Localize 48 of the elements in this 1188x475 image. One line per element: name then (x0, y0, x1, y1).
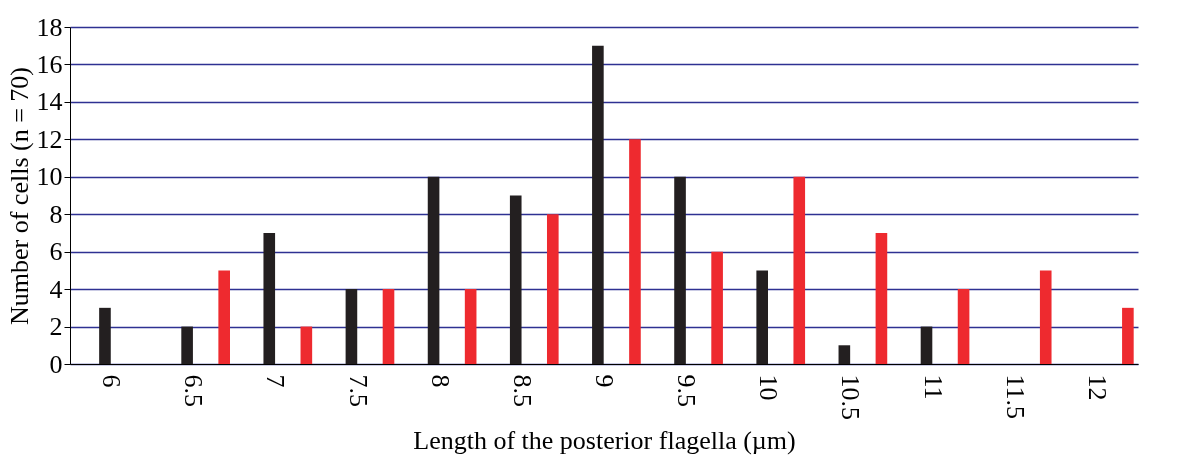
x-tick-label: 11 (918, 374, 948, 400)
bar (711, 251, 723, 364)
bar (509, 195, 522, 364)
y-tick-label: 4 (49, 274, 63, 304)
x-tick-label: 10.5 (836, 374, 866, 420)
bar (957, 289, 970, 364)
bar (263, 232, 276, 364)
bar (838, 345, 851, 364)
bar (875, 232, 888, 364)
y-tick-label: 12 (36, 124, 63, 154)
bar (300, 326, 313, 364)
bar (629, 139, 641, 364)
bar (382, 289, 395, 364)
x-tick-label: 8.5 (507, 374, 537, 407)
y-tick-label: 0 (49, 349, 63, 379)
bar (1039, 270, 1052, 364)
bar (793, 176, 806, 364)
bar (674, 176, 686, 364)
x-tick-label: 9 (590, 374, 619, 388)
bar (1122, 307, 1134, 364)
y-tick-label: 14 (36, 87, 63, 117)
bar (345, 289, 358, 364)
y-tick-label: 8 (49, 199, 63, 229)
x-axis-title: Length of the posterior flagella (µm) (413, 426, 796, 455)
x-tick-label: 12 (1082, 374, 1112, 401)
bar (99, 307, 111, 364)
y-axis-title: Number of cells (n = 70) (4, 67, 34, 325)
x-tick-label: 6.5 (179, 374, 209, 407)
bar (756, 270, 768, 364)
bar (464, 289, 477, 364)
y-tick-label: 2 (49, 312, 63, 342)
x-tick-label: 10 (754, 374, 784, 401)
y-tick-label: 16 (36, 49, 63, 79)
x-tick-label: 11.5 (1000, 374, 1030, 420)
x-tick-label: 6 (97, 374, 127, 388)
x-tick-label: 7 (261, 374, 291, 388)
y-tick-label: 6 (49, 237, 63, 267)
bar (546, 214, 559, 364)
x-tick-label: 8 (425, 374, 455, 388)
bar (181, 326, 193, 364)
bar (218, 270, 230, 364)
bar (427, 176, 440, 364)
x-tick-label: 7.5 (343, 374, 373, 407)
x-tick-label: 9.5 (672, 374, 702, 407)
bar (592, 45, 604, 364)
y-tick-label: 10 (36, 162, 63, 192)
y-tick-label: 18 (36, 12, 63, 42)
bar (920, 326, 933, 364)
